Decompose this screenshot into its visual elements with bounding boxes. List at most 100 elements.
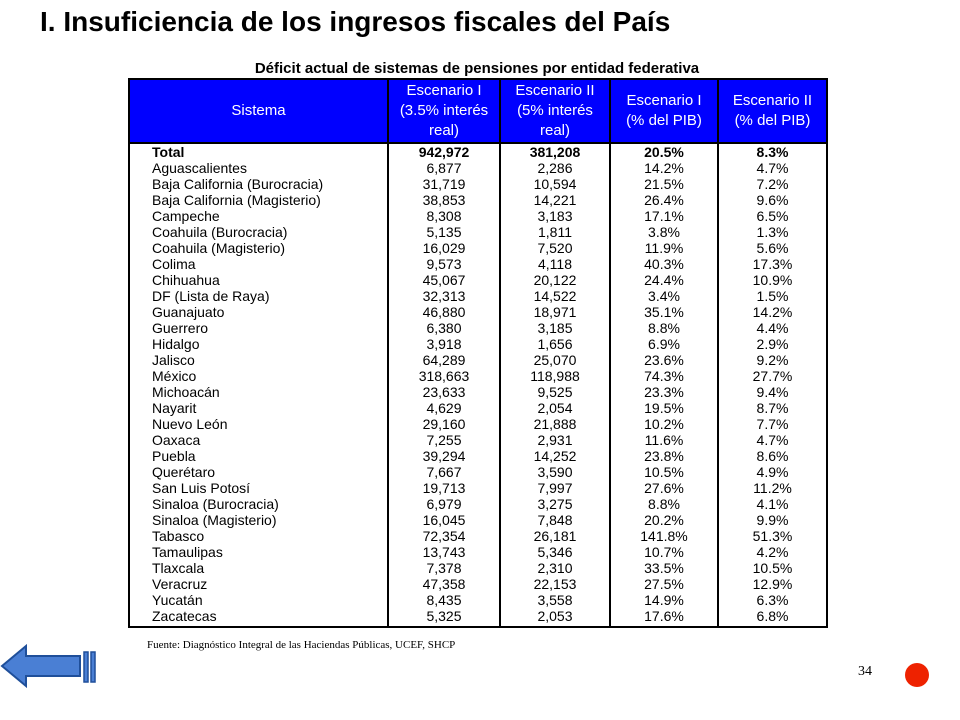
cell-escenario-ii-pib: 9.2% xyxy=(717,352,828,368)
cell-escenario-i-pib: 33.5% xyxy=(609,560,719,576)
cell-escenario-i-pib: 8.8% xyxy=(609,496,719,512)
cell-sistema: Chihuahua xyxy=(128,272,389,288)
cell-escenario-i-real: 6,380 xyxy=(387,320,501,336)
cell-escenario-i-pib: 23.8% xyxy=(609,448,719,464)
cell-sistema: Hidalgo xyxy=(128,336,389,352)
cell-escenario-ii-pib: 7.2% xyxy=(717,176,828,192)
cell-sistema: Campeche xyxy=(128,208,389,224)
cell-escenario-ii-real: 22,153 xyxy=(499,576,611,592)
back-arrow-icon[interactable] xyxy=(0,642,100,690)
cell-escenario-i-real: 5,135 xyxy=(387,224,501,240)
cell-escenario-ii-pib: 4.4% xyxy=(717,320,828,336)
cell-escenario-ii-pib: 2.9% xyxy=(717,336,828,352)
cell-escenario-i-pib: 40.3% xyxy=(609,256,719,272)
cell-escenario-i-real: 31,719 xyxy=(387,176,501,192)
page-number: 34 xyxy=(858,664,872,679)
cell-escenario-ii-real: 7,848 xyxy=(499,512,611,528)
slide-title: I. Insuficiencia de los ingresos fiscale… xyxy=(40,6,671,37)
cell-sistema: Veracruz xyxy=(128,576,389,592)
cell-escenario-ii-pib: 9.4% xyxy=(717,384,828,400)
cell-escenario-i-real: 45,067 xyxy=(387,272,501,288)
cell-escenario-ii-real: 26,181 xyxy=(499,528,611,544)
cell-escenario-ii-pib: 8.7% xyxy=(717,400,828,416)
table-row: Veracruz 47,358 22,153 27.5% 12.9% xyxy=(128,576,828,592)
cell-escenario-ii-pib: 8.6% xyxy=(717,448,828,464)
cell-escenario-ii-real: 2,931 xyxy=(499,432,611,448)
cell-escenario-i-pib: 24.4% xyxy=(609,272,719,288)
cell-escenario-i-pib: 10.2% xyxy=(609,416,719,432)
cell-escenario-ii-real: 14,522 xyxy=(499,288,611,304)
cell-escenario-i-pib: 14.2% xyxy=(609,160,719,176)
header-escenario-ii-real: Escenario II (5% interés real) xyxy=(499,79,611,144)
table-caption: Déficit actual de sistemas de pensiones … xyxy=(254,60,700,77)
cell-escenario-ii-real: 118,988 xyxy=(499,368,611,384)
cell-sistema: San Luis Potosí xyxy=(128,480,389,496)
cell-escenario-i-real: 6,877 xyxy=(387,160,501,176)
cell-sistema: Yucatán xyxy=(128,592,389,608)
cell-escenario-ii-pib: 5.6% xyxy=(717,240,828,256)
header-escenario-i-real: Escenario I (3.5% interés real) xyxy=(387,79,501,144)
table-row: Coahuila (Burocracia) 5,135 1,811 3.8% 1.3% xyxy=(128,224,828,240)
table-row: Puebla 39,294 14,252 23.8% 8.6% xyxy=(128,448,828,464)
cell-escenario-ii-real: 20,122 xyxy=(499,272,611,288)
table-row: Colima 9,573 4,118 40.3% 17.3% xyxy=(128,256,828,272)
cell-sistema: Aguascalientes xyxy=(128,160,389,176)
cell-escenario-i-real: 64,289 xyxy=(387,352,501,368)
pension-deficit-table: Sistema Escenario I (3.5% interés real) … xyxy=(128,78,828,628)
cell-escenario-i-real: 7,378 xyxy=(387,560,501,576)
table-row: Tlaxcala 7,378 2,310 33.5% 10.5% xyxy=(128,560,828,576)
cell-escenario-i-real: 7,667 xyxy=(387,464,501,480)
table-row: Jalisco 64,289 25,070 23.6% 9.2% xyxy=(128,352,828,368)
cell-escenario-i-pib: 3.4% xyxy=(609,288,719,304)
cell-escenario-i-pib: 21.5% xyxy=(609,176,719,192)
cell-escenario-i-real: 3,918 xyxy=(387,336,501,352)
cell-sistema: Coahuila (Magisterio) xyxy=(128,240,389,256)
cell-escenario-i-real: 7,255 xyxy=(387,432,501,448)
cell-escenario-i-real: 16,029 xyxy=(387,240,501,256)
table-row: Tamaulipas 13,743 5,346 10.7% 4.2% xyxy=(128,544,828,560)
cell-escenario-ii-pib: 9.6% xyxy=(717,192,828,208)
cell-escenario-i-pib: 3.8% xyxy=(609,224,719,240)
cell-escenario-ii-pib: 8.3% xyxy=(717,143,828,160)
cell-escenario-ii-pib: 6.8% xyxy=(717,608,828,627)
cell-escenario-i-real: 13,743 xyxy=(387,544,501,560)
cell-escenario-ii-pib: 27.7% xyxy=(717,368,828,384)
cell-sistema: Zacatecas xyxy=(128,608,389,627)
cell-escenario-ii-real: 21,888 xyxy=(499,416,611,432)
table-body: Total 942,972 381,208 20.5% 8.3% Aguascalient… xyxy=(128,143,828,627)
header-sistema: Sistema xyxy=(128,79,389,144)
cell-escenario-i-real: 8,308 xyxy=(387,208,501,224)
cell-escenario-i-real: 9,573 xyxy=(387,256,501,272)
cell-escenario-i-real: 29,160 xyxy=(387,416,501,432)
cell-escenario-ii-pib: 7.7% xyxy=(717,416,828,432)
end-show-button[interactable] xyxy=(905,663,929,687)
cell-escenario-ii-pib: 1.3% xyxy=(717,224,828,240)
cell-escenario-ii-pib: 6.3% xyxy=(717,592,828,608)
cell-escenario-ii-real: 3,185 xyxy=(499,320,611,336)
cell-sistema: Baja California (Magisterio) xyxy=(128,192,389,208)
cell-escenario-i-pib: 20.2% xyxy=(609,512,719,528)
cell-sistema: México xyxy=(128,368,389,384)
cell-escenario-i-real: 32,313 xyxy=(387,288,501,304)
cell-escenario-i-pib: 17.1% xyxy=(609,208,719,224)
cell-sistema: Sinaloa (Magisterio) xyxy=(128,512,389,528)
cell-sistema: Total xyxy=(128,143,389,160)
table-row: Sinaloa (Magisterio) 16,045 7,848 20.2% 9.9% xyxy=(128,512,828,528)
cell-escenario-i-pib: 23.6% xyxy=(609,352,719,368)
cell-escenario-ii-real: 1,811 xyxy=(499,224,611,240)
cell-escenario-i-pib: 35.1% xyxy=(609,304,719,320)
cell-sistema: Tabasco xyxy=(128,528,389,544)
cell-escenario-ii-real: 2,053 xyxy=(499,608,611,627)
table-row: México 318,663 118,988 74.3% 27.7% xyxy=(128,368,828,384)
cell-sistema: Nuevo León xyxy=(128,416,389,432)
cell-escenario-i-real: 318,663 xyxy=(387,368,501,384)
cell-escenario-ii-real: 18,971 xyxy=(499,304,611,320)
cell-sistema: Jalisco xyxy=(128,352,389,368)
cell-escenario-ii-pib: 9.9% xyxy=(717,512,828,528)
cell-escenario-ii-pib: 4.7% xyxy=(717,160,828,176)
table-row: Baja California (Magisterio) 38,853 14,221… xyxy=(128,192,828,208)
cell-escenario-ii-real: 2,054 xyxy=(499,400,611,416)
table-row: Nuevo León 29,160 21,888 10.2% 7.7% xyxy=(128,416,828,432)
cell-escenario-i-pib: 11.9% xyxy=(609,240,719,256)
cell-sistema: Tlaxcala xyxy=(128,560,389,576)
